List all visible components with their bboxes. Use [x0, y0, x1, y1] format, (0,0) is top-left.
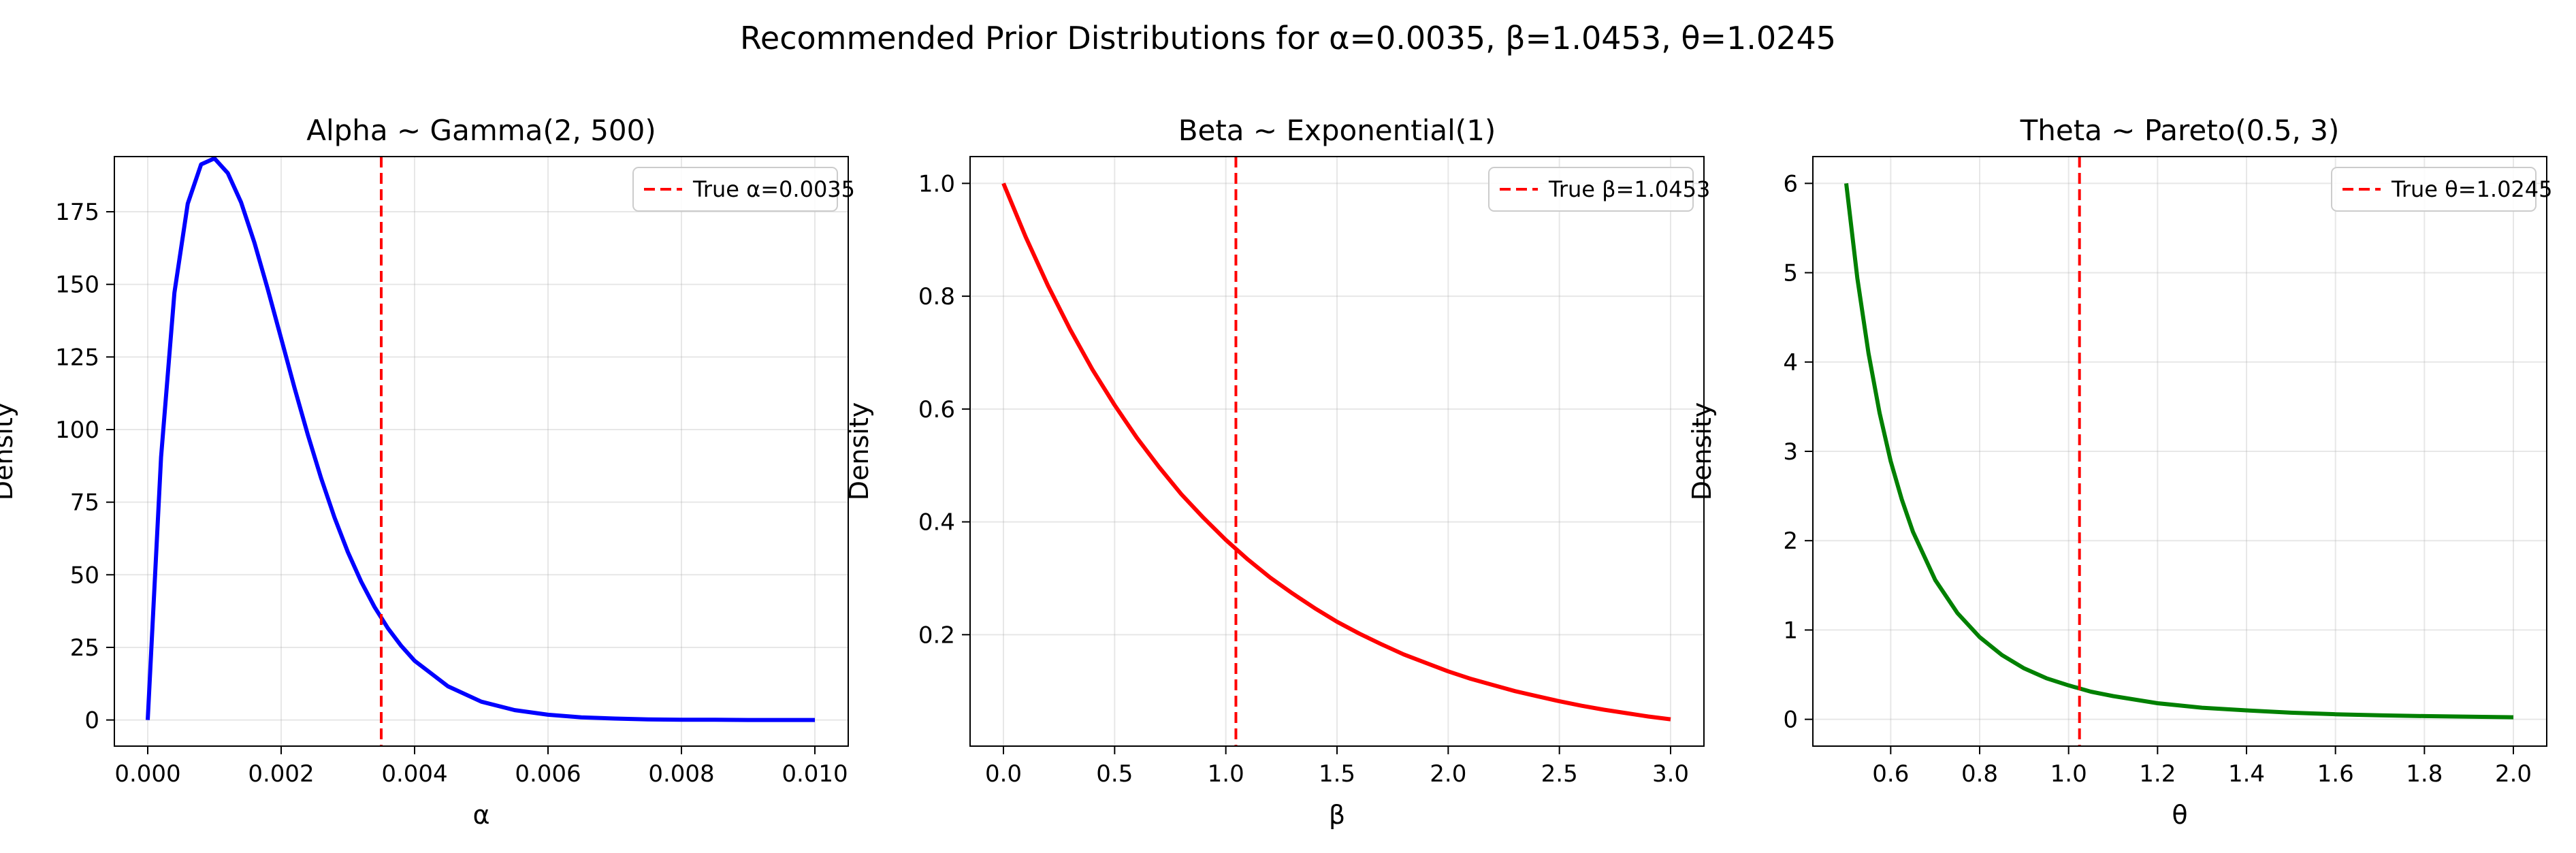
x-tick-label: 0.5 — [1096, 760, 1133, 788]
x-tick-label: 0.010 — [782, 760, 848, 788]
x-axis-label: α — [472, 800, 489, 830]
plot-frame — [114, 156, 849, 747]
x-tick-label: 0.6 — [1872, 760, 1909, 788]
x-tick-label: 0.006 — [515, 760, 581, 788]
y-tick-label: 0 — [84, 707, 99, 735]
density-curve — [1001, 182, 1671, 722]
y-tick-label: 175 — [55, 199, 99, 226]
chart-panel-2: Beta ~ Exponential(1) 0.0 0.5 1.0 1.5 2.0 2.5 3… — [844, 114, 1710, 830]
figure-title: Recommended Prior Distributions for α=0.… — [740, 20, 1836, 57]
x-tick-label: 1.8 — [2406, 760, 2443, 788]
x-tick-label: 0.8 — [1961, 760, 1998, 788]
x-tick-label: 0.0 — [985, 760, 1022, 788]
y-tick-label: 100 — [55, 417, 99, 444]
y-axis-label: Density — [844, 402, 874, 500]
x-tick-label: 2.0 — [1430, 760, 1466, 788]
y-tick-label: 2 — [1783, 528, 1798, 555]
x-tick-label: 2.0 — [2495, 760, 2532, 788]
x-tick-label: 1.4 — [2228, 760, 2265, 788]
legend-box — [2331, 167, 2537, 212]
x-tick-label: 1.5 — [1319, 760, 1355, 788]
y-tick-label: 0.4 — [918, 509, 955, 536]
y-tick-label: 1 — [1783, 617, 1798, 644]
x-tick-label: 0.008 — [648, 760, 714, 788]
legend-box — [632, 167, 838, 212]
chart-panel-1: Alpha ~ Gamma(2, 500) 0.000 0.002 0.004 0.00… — [0, 114, 855, 830]
x-tick-label: 0.004 — [381, 760, 447, 788]
x-tick-label: 0.000 — [114, 760, 180, 788]
x-tick-label: 1.0 — [1208, 760, 1244, 788]
y-tick-label: 0.2 — [918, 622, 955, 649]
legend-box — [1488, 167, 1694, 212]
y-tick-label: 5 — [1783, 260, 1798, 287]
y-tick-label: 6 — [1783, 170, 1798, 197]
x-axis-label: θ — [2172, 800, 2187, 830]
chart-title: Alpha ~ Gamma(2, 500) — [306, 114, 656, 147]
y-tick-label: 25 — [70, 634, 99, 662]
x-tick-label: 1.0 — [2050, 760, 2087, 788]
y-tick-label: 125 — [55, 344, 99, 371]
y-tick-label: 0 — [1783, 707, 1798, 734]
chart-panel-3: Theta ~ Pareto(0.5, 3) 0.6 0.8 1.0 1.2 1.4 1.6… — [1687, 114, 2553, 830]
plot-frame — [1812, 156, 2547, 747]
y-tick-label: 3 — [1783, 438, 1798, 466]
y-tick-label: 4 — [1783, 349, 1798, 376]
density-curve — [1844, 183, 2514, 720]
y-tick-label: 150 — [55, 272, 99, 299]
y-tick-label: 0.6 — [918, 396, 955, 423]
x-tick-label: 1.2 — [2139, 760, 2176, 788]
plot-frame — [969, 156, 1705, 747]
x-tick-label: 2.5 — [1541, 760, 1578, 788]
x-axis-label: β — [1329, 800, 1345, 830]
legend-label: True θ=1.0245 — [2391, 176, 2553, 202]
legend: True θ=1.0245 — [2331, 167, 2553, 212]
y-axis-label: Density — [0, 402, 18, 500]
x-tick-label: 3.0 — [1652, 760, 1689, 788]
y-tick-label: 1.0 — [918, 170, 955, 197]
legend-label: True β=1.0453 — [1548, 176, 1710, 202]
y-axis-label: Density — [1687, 402, 1717, 500]
x-tick-label: 1.6 — [2317, 760, 2354, 788]
y-tick-label: 50 — [70, 562, 99, 589]
chart-title: Theta ~ Pareto(0.5, 3) — [2020, 114, 2340, 147]
x-tick-label: 0.002 — [248, 760, 314, 788]
legend-label: True α=0.0035 — [692, 176, 855, 202]
density-curve — [146, 156, 815, 722]
y-tick-label: 75 — [70, 489, 99, 517]
chart-title: Beta ~ Exponential(1) — [1178, 114, 1496, 147]
y-tick-label: 0.8 — [918, 283, 955, 310]
legend: True β=1.0453 — [1488, 167, 1710, 212]
legend: True α=0.0035 — [632, 167, 855, 212]
